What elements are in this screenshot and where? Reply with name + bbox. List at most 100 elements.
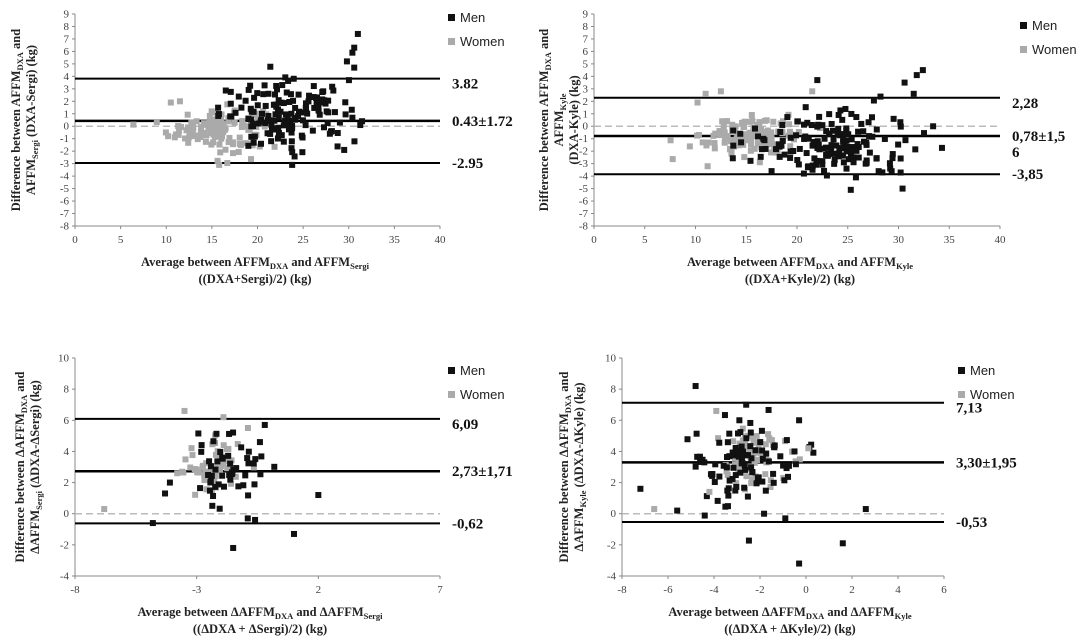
- x-axis-subtitle: ((DXA+Sergi)/2) (kg): [198, 272, 311, 286]
- women-point: [234, 441, 241, 448]
- men-point: [716, 473, 723, 480]
- men-point: [747, 443, 754, 450]
- men-point: [162, 490, 169, 497]
- loa-value-label: 7,13: [956, 401, 982, 417]
- women-point: [216, 141, 223, 148]
- y-axis-title-line1: Difference between AFFMDXA and: [9, 29, 25, 211]
- men-point: [836, 147, 843, 154]
- men-point: [235, 483, 242, 490]
- men-point: [258, 116, 265, 123]
- men-point: [809, 162, 816, 169]
- men-point: [273, 82, 280, 89]
- men-point: [711, 479, 718, 486]
- men-point: [315, 492, 322, 499]
- y-tick-label: 4: [583, 71, 589, 83]
- men-point: [302, 122, 309, 129]
- women-point: [756, 159, 763, 166]
- men-point: [725, 492, 732, 499]
- men-point: [222, 87, 229, 94]
- women-point: [739, 437, 746, 444]
- men-point: [814, 140, 821, 147]
- men-point: [762, 487, 769, 494]
- loa-value-label: -0,53: [956, 515, 987, 531]
- men-point: [302, 105, 309, 112]
- men-point: [775, 141, 782, 148]
- men-point: [843, 165, 850, 172]
- men-point: [275, 124, 282, 131]
- women-point: [786, 121, 793, 128]
- men-point: [770, 470, 777, 477]
- men-point: [873, 155, 880, 162]
- men-point: [149, 520, 156, 527]
- women-point: [796, 456, 803, 463]
- men-point: [212, 466, 219, 473]
- men-point: [244, 455, 251, 462]
- women-point: [225, 139, 232, 146]
- men-point: [793, 132, 800, 139]
- men-point: [279, 82, 286, 89]
- men-point: [810, 139, 817, 146]
- women-point: [228, 457, 235, 464]
- women-point: [201, 472, 208, 479]
- men-point: [739, 459, 746, 466]
- y-tick-label: -7: [60, 208, 70, 220]
- men-point: [784, 114, 791, 121]
- women-point: [754, 121, 761, 128]
- y-tick-label: 7: [583, 33, 589, 45]
- men-point: [287, 117, 294, 124]
- men-point: [291, 153, 298, 160]
- women-point: [212, 109, 219, 116]
- men-point: [295, 113, 302, 120]
- men-point: [304, 110, 311, 117]
- women-point: [203, 486, 210, 493]
- men-point: [313, 94, 320, 101]
- men-point: [835, 125, 842, 132]
- men-point: [837, 107, 844, 114]
- men-point: [726, 430, 733, 437]
- y-tick-label: 2: [583, 96, 589, 108]
- women-point: [669, 156, 676, 163]
- women-point: [716, 128, 723, 135]
- women-point: [715, 435, 722, 442]
- men-point: [734, 448, 741, 455]
- men-point: [777, 128, 784, 135]
- x-axis-subtitle: ((DXA+Kyle)/2) (kg): [745, 272, 855, 286]
- men-point: [268, 138, 275, 145]
- men-point: [741, 484, 748, 491]
- women-point: [651, 506, 658, 513]
- x-tick-label: 2: [316, 584, 322, 596]
- men-point: [351, 64, 358, 71]
- x-axis-title: Average between AFFMDXA and AFFMSergi: [141, 255, 370, 271]
- men-point: [779, 121, 786, 128]
- x-tick-label: 6: [941, 584, 947, 596]
- men-point: [268, 125, 275, 132]
- men-point: [845, 143, 852, 150]
- women-point: [185, 139, 192, 146]
- men-point: [342, 99, 349, 106]
- x-tick-label: 35: [944, 234, 956, 246]
- men-point: [323, 108, 330, 115]
- men-point: [216, 505, 223, 512]
- y-tick-label: 8: [64, 384, 70, 396]
- men-point: [749, 469, 756, 476]
- men-point: [345, 77, 352, 84]
- x-axis-title: Average between ΔAFFMDXA and ΔAFFMKyle: [668, 605, 911, 621]
- men-point: [743, 435, 750, 442]
- men-point: [316, 111, 323, 118]
- men-point: [776, 153, 783, 160]
- men-point: [252, 456, 259, 463]
- women-point: [201, 477, 208, 484]
- legend-marker-men: [1020, 22, 1027, 29]
- women-point: [710, 132, 717, 139]
- x-tick-label: 20: [792, 234, 804, 246]
- y-axis-title-line2: AFFMSergi (DXA-Sergi) (kg): [24, 45, 40, 195]
- men-point: [699, 456, 706, 463]
- women-point: [206, 112, 213, 119]
- women-point: [187, 464, 194, 471]
- women-point: [227, 480, 234, 487]
- men-point: [256, 439, 263, 446]
- men-point: [781, 151, 788, 158]
- men-point: [771, 444, 778, 451]
- y-tick-label: 7: [64, 33, 70, 45]
